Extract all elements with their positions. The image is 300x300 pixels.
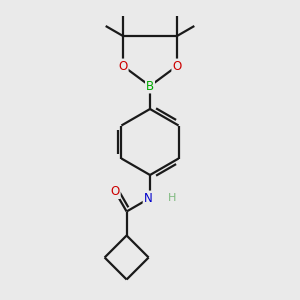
Text: H: H bbox=[168, 193, 176, 203]
Text: B: B bbox=[146, 80, 154, 92]
Text: O: O bbox=[172, 59, 182, 73]
Text: N: N bbox=[144, 191, 152, 205]
Text: O: O bbox=[110, 185, 120, 198]
Text: O: O bbox=[118, 59, 127, 73]
